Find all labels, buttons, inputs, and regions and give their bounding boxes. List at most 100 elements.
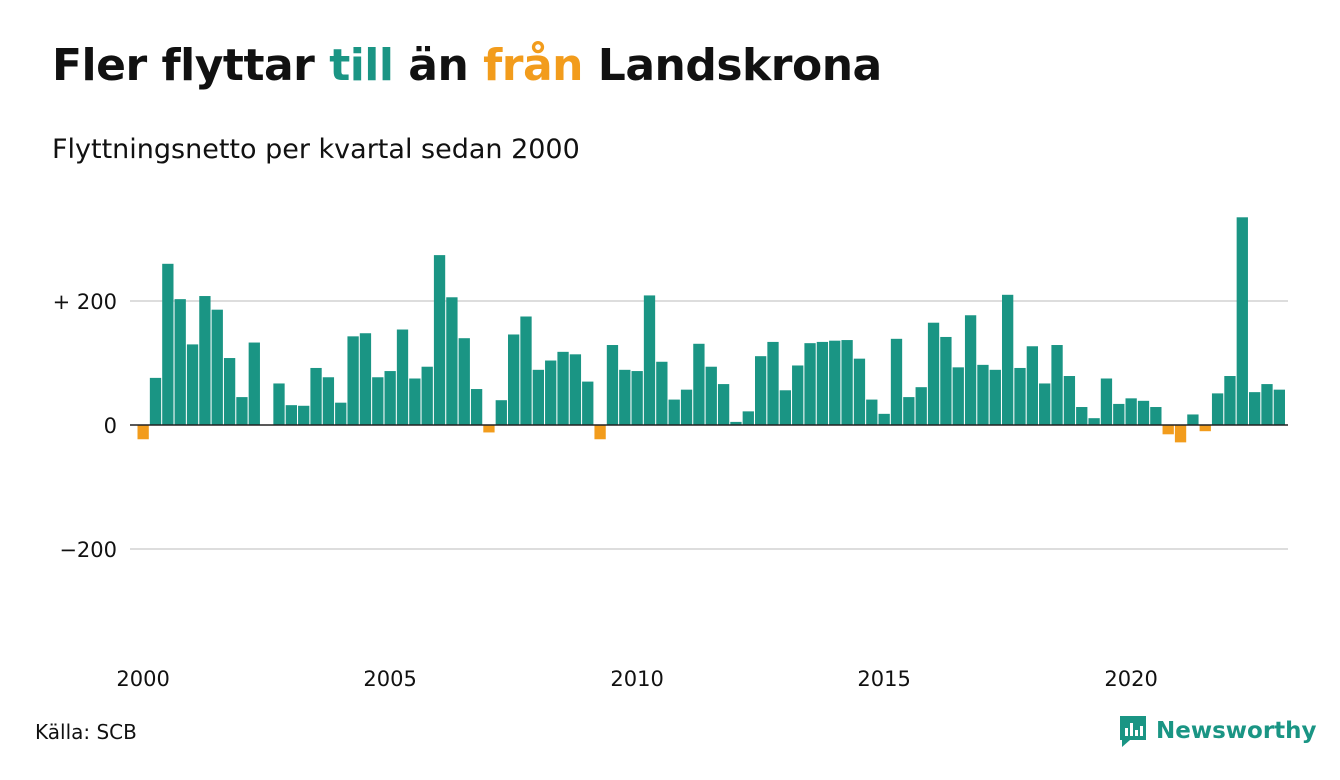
bar-2007K4 [520, 316, 532, 425]
bar-2001K4 [223, 358, 236, 425]
bar-2015K4 [915, 387, 927, 425]
bar-2014K1 [829, 340, 841, 425]
bar-2014K4 [866, 399, 878, 425]
bar-2013K1 [779, 390, 791, 425]
bar-2011K4 [717, 384, 730, 425]
bar-2022K1 [1224, 376, 1236, 425]
bar-2017K2 [989, 369, 1001, 425]
bar-2018K3 [1051, 345, 1063, 425]
bar-2003K3 [310, 367, 322, 425]
bar-2000K4 [174, 299, 186, 425]
bar-2003K4 [322, 377, 335, 425]
bar-2022K3 [1249, 392, 1261, 425]
bar-2005K1 [384, 371, 396, 425]
chart-subtitle: Flyttningsnetto per kvartal sedan 2000 [52, 134, 580, 165]
bar-2012K2 [742, 411, 754, 425]
bar-2012K3 [755, 356, 767, 425]
bar-2000K3 [162, 263, 174, 425]
bar-2015K3 [903, 397, 915, 425]
bar-2021K1 [1174, 425, 1187, 443]
bar-2007K1 [483, 425, 495, 433]
brand-name: Newsworthy [1156, 718, 1317, 744]
y-tick-label: 0 [104, 414, 117, 438]
bar-2003K2 [298, 405, 310, 425]
title-part-1: Fler flyttar [52, 40, 330, 91]
bar-2010K4 [668, 399, 680, 425]
x-tick-label: 2010 [610, 667, 663, 691]
bar-2004K2 [347, 336, 359, 425]
bar-2012K1 [730, 421, 742, 425]
bar-2010K1 [631, 371, 643, 425]
bar-2013K4 [816, 341, 829, 425]
bar-2023K1 [1273, 389, 1285, 425]
bar-2022K2 [1236, 217, 1248, 425]
bar-2019K2 [1088, 418, 1100, 425]
bar-2006K1 [433, 255, 446, 425]
bar-2005K3 [409, 378, 421, 425]
bar-2004K3 [359, 333, 372, 425]
bar-2006K4 [470, 389, 483, 425]
bar-2018K1 [1026, 346, 1038, 425]
bar-2013K3 [804, 343, 816, 425]
chart-title: Fler flyttar till än från Landskrona [52, 40, 882, 91]
bars [137, 217, 1285, 443]
bar-2019K3 [1100, 378, 1113, 425]
bar-2015K2 [890, 338, 903, 425]
bar-2011K1 [680, 389, 693, 425]
bar-2020K1 [1125, 398, 1137, 425]
bar-2009K1 [582, 381, 594, 425]
bar-2016K3 [952, 367, 964, 425]
bar-2017K3 [1002, 294, 1014, 425]
brand: Newsworthy [1118, 714, 1317, 748]
bar-2002K1 [236, 397, 248, 425]
y-tick-label: −200 [59, 538, 117, 562]
bar-2013K2 [792, 365, 804, 425]
bar-2016K1 [927, 322, 940, 425]
title-part-3: än [393, 40, 484, 91]
bar-2000K1 [137, 425, 149, 440]
bar-2018K4 [1063, 376, 1076, 425]
bar-2009K2 [594, 425, 606, 440]
bar-2004K1 [335, 402, 347, 425]
bar-2009K4 [619, 369, 631, 425]
bar-2021K2 [1187, 414, 1199, 425]
bar-2014K3 [853, 358, 866, 425]
bar-2011K2 [693, 343, 705, 425]
title-highlight-fran: från [483, 40, 583, 91]
bar-2005K2 [396, 329, 409, 425]
bar-2016K2 [940, 336, 952, 425]
bar-2007K3 [508, 334, 520, 425]
bar-2018K2 [1039, 383, 1051, 425]
bar-2011K3 [705, 366, 717, 425]
bar-2008K1 [532, 369, 544, 425]
bar-2021K3 [1199, 425, 1211, 432]
bar-2002K2 [248, 342, 260, 425]
bar-2017K4 [1014, 367, 1026, 425]
x-tick-label: 2005 [363, 667, 416, 691]
bar-2016K4 [964, 315, 977, 425]
bar-2006K3 [458, 338, 470, 425]
bar-2022K4 [1261, 384, 1273, 425]
title-highlight-till: till [329, 40, 394, 91]
bar-2010K3 [656, 361, 668, 425]
grid-lines [130, 300, 1288, 550]
y-tick-label: + 200 [53, 290, 117, 314]
bar-2020K2 [1137, 400, 1150, 425]
bar-2008K2 [545, 360, 557, 425]
bar-2000K2 [149, 377, 162, 425]
bar-2015K1 [878, 413, 890, 425]
axes: + 200 0 −200 2000 2005 2010 2015 2020 [53, 290, 1288, 691]
bar-2001K3 [211, 309, 223, 425]
x-tick-label: 2020 [1104, 667, 1157, 691]
bar-2019K4 [1113, 403, 1125, 425]
x-tick-label: 2015 [857, 667, 910, 691]
bar-2021K4 [1211, 393, 1224, 425]
bar-2014K2 [841, 340, 853, 425]
bar-2005K4 [421, 366, 433, 425]
x-tick-label: 2000 [116, 667, 169, 691]
bar-2012K4 [767, 341, 779, 425]
bar-2008K4 [569, 354, 582, 425]
bar-2002K4 [273, 383, 285, 425]
bar-2008K3 [557, 351, 569, 425]
bar-2003K1 [285, 405, 297, 425]
